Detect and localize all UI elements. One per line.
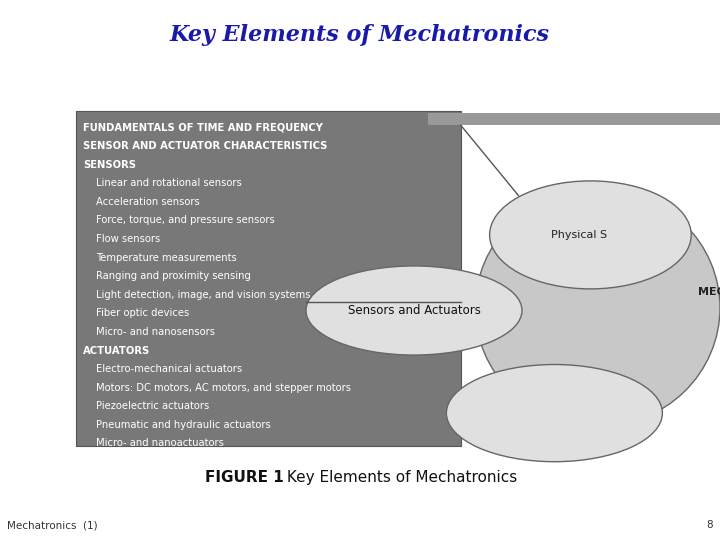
- Text: ACTUATORS: ACTUATORS: [83, 346, 150, 355]
- Text: Light detection, image, and vision systems: Light detection, image, and vision syste…: [96, 290, 310, 300]
- Text: Physical S: Physical S: [551, 230, 607, 240]
- Text: Micro- and nanoactuators: Micro- and nanoactuators: [96, 438, 224, 449]
- Text: Mechatronics  (1): Mechatronics (1): [7, 520, 98, 530]
- Text: Fiber optic devices: Fiber optic devices: [96, 308, 189, 319]
- Text: Pneumatic and hydraulic actuators: Pneumatic and hydraulic actuators: [96, 420, 271, 430]
- Text: Motors: DC motors, AC motors, and stepper motors: Motors: DC motors, AC motors, and steppe…: [96, 383, 351, 393]
- Text: Force, torque, and pressure sensors: Force, torque, and pressure sensors: [96, 215, 274, 226]
- Text: Acceleration sensors: Acceleration sensors: [96, 197, 199, 207]
- Text: Linear and rotational sensors: Linear and rotational sensors: [96, 178, 241, 188]
- Ellipse shape: [490, 181, 691, 289]
- Text: Ranging and proximity sensing: Ranging and proximity sensing: [96, 271, 251, 281]
- Text: MECH: MECH: [698, 287, 720, 296]
- Ellipse shape: [446, 364, 662, 462]
- Text: Temperature measurements: Temperature measurements: [96, 253, 236, 262]
- Text: FUNDAMENTALS OF TIME AND FREQUENCY: FUNDAMENTALS OF TIME AND FREQUENCY: [83, 123, 323, 133]
- Ellipse shape: [475, 189, 720, 427]
- Ellipse shape: [306, 266, 522, 355]
- FancyBboxPatch shape: [428, 113, 720, 125]
- FancyBboxPatch shape: [76, 111, 461, 446]
- Text: 8: 8: [706, 520, 713, 530]
- Text: Key Elements of Mechatronics: Key Elements of Mechatronics: [170, 24, 550, 46]
- Text: FIGURE 1: FIGURE 1: [205, 470, 284, 485]
- Text: Piezoelectric actuators: Piezoelectric actuators: [96, 401, 209, 411]
- Text: SENSOR AND ACTUATOR CHARACTERISTICS: SENSOR AND ACTUATOR CHARACTERISTICS: [83, 141, 327, 151]
- Text: Micro- and nanosensors: Micro- and nanosensors: [96, 327, 215, 337]
- Text: Sensors and Actuators: Sensors and Actuators: [348, 304, 480, 317]
- Text: Flow sensors: Flow sensors: [96, 234, 160, 244]
- Text: SENSORS: SENSORS: [83, 160, 136, 170]
- Text: Key Elements of Mechatronics: Key Elements of Mechatronics: [282, 470, 518, 485]
- Text: Electro-mechanical actuators: Electro-mechanical actuators: [96, 364, 242, 374]
